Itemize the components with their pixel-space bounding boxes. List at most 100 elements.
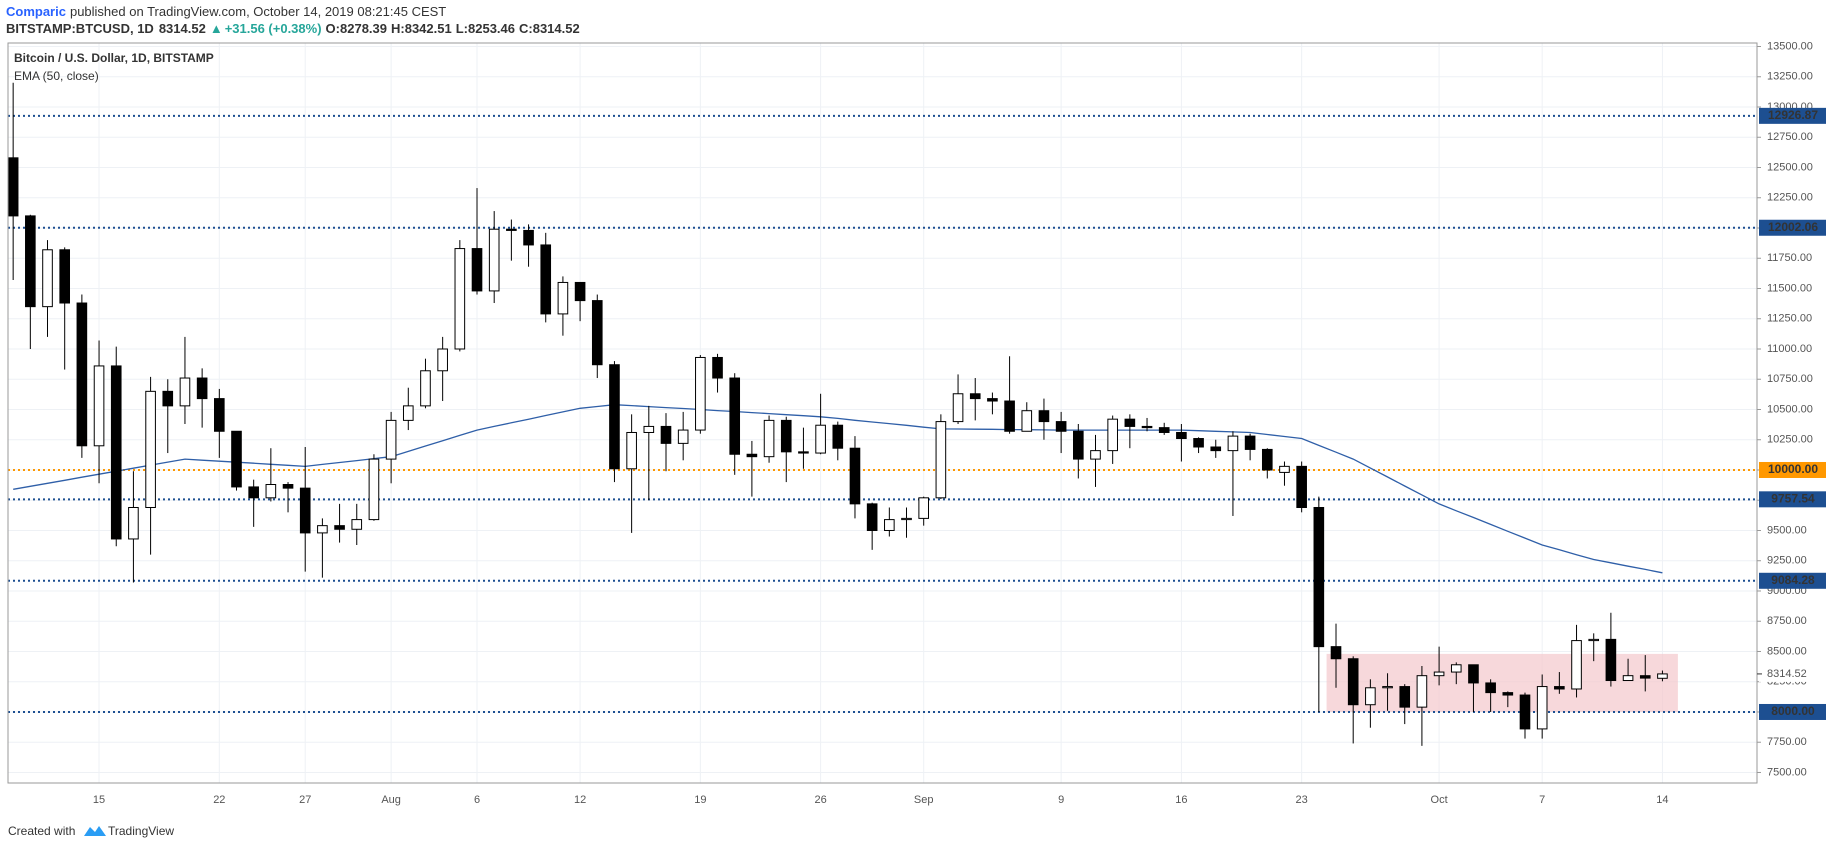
candle-body [677,429,689,444]
x-tick-label: 27 [299,794,311,806]
candle-body [523,229,534,246]
level-box [1759,219,1826,236]
candle-body [231,430,242,488]
candle-body [1279,465,1290,473]
x-tick-label: 19 [694,794,706,806]
candle-body [1588,638,1600,642]
logo[interactable]: TradingView [84,824,174,838]
ohlc-value: 8342.51 [405,21,452,36]
candle-body [591,300,603,366]
legend-main: Bitcoin / U.S. Dollar, 1D, BITSTAMP [14,51,214,65]
candle-body [780,419,792,453]
ohlc-prefix: C: [519,21,533,36]
candle-body [1536,686,1548,730]
candle-body [1193,438,1204,448]
candle-body [849,447,861,505]
candle-body [7,157,19,217]
candle-body [1021,410,1033,432]
candle-body [1158,427,1170,433]
candle-body [1519,694,1531,730]
candle-body [368,458,380,521]
x-tick-label: Oct [1431,794,1448,806]
ema-line [13,404,1663,574]
candle-body [987,398,998,402]
level-label: 10000.00 [1768,462,1818,476]
candle-body [1124,418,1136,427]
change: +31.56 (+0.38%) [225,21,322,36]
candle-body [643,425,655,433]
candle-body [1210,446,1222,452]
x-tick-label: 15 [93,794,105,806]
candle-body [402,405,414,421]
level-box [1759,491,1826,508]
candle-body [59,249,71,304]
candle-body [695,356,706,431]
footer-brand[interactable]: TradingView [108,824,174,838]
candle-body [454,248,466,350]
y-tick-label: 10250.00 [1767,434,1813,446]
candle-body [1622,675,1634,682]
symbol-line: BITSTAMP:BTCUSD, 1D 8314.52 ▲ +31.56 (+0.38… [6,21,580,36]
y-tick-label: 11750.00 [1767,252,1812,264]
y-tick-label: 12750.00 [1767,131,1813,143]
candle-body [574,281,586,302]
x-tick-label: 14 [1656,794,1668,806]
y-tick-label: 9250.00 [1767,555,1807,567]
logo-icon [84,826,106,836]
candle-body [110,365,122,540]
plot [7,43,1757,783]
candle-body [763,419,775,458]
plot-frame [7,42,1758,784]
author[interactable]: Comparic [6,4,66,19]
candle-body [1296,465,1307,508]
candle-body [626,431,637,470]
ohlc-prefix: O: [326,21,340,36]
candle-body [1244,435,1256,450]
y-tick-label: 9500.00 [1767,524,1807,536]
x-tick-label: 9 [1058,794,1064,806]
candle-body [866,503,878,531]
candle-body [1055,421,1067,432]
candle-body [557,281,569,315]
candle-body [1330,646,1342,660]
x-tick-label: Sep [914,794,934,806]
candle-body [746,453,758,458]
candle-body [282,484,294,489]
candle-body [1605,638,1617,682]
candle-body [935,421,947,499]
x-tick-label: 16 [1175,794,1187,806]
last-price: 8314.52 [159,21,206,36]
candle-body [1365,687,1376,706]
x-tick-label: 22 [213,794,225,806]
price-box [1759,665,1826,682]
candle-body [385,419,397,460]
candle-body [506,228,517,231]
ohlc-value: 8253.46 [468,21,515,36]
footer-created: Created with [8,824,75,838]
y-tick-label: 7750.00 [1767,736,1807,748]
candle-body [884,519,895,531]
level-label: 9757.54 [1771,491,1815,505]
level-label: 8000.00 [1771,704,1815,718]
candle-body [1004,400,1015,432]
y-tick-label: 11500.00 [1767,282,1812,294]
candle-body [179,377,191,407]
candle-body [1502,692,1514,696]
candle-body [145,390,156,508]
candle-body [1639,675,1651,679]
y-tick-label: 11250.00 [1767,313,1812,325]
y-tick-label: 12500.00 [1767,161,1813,173]
candle-body [299,487,311,534]
zone [1326,653,1678,712]
candle-body [317,525,328,534]
arrow: ▲ [210,21,223,36]
x-tick-label: 26 [814,794,826,806]
ohlc-prefix: L: [456,21,468,36]
x-tick-label: Aug [381,794,401,806]
candle-body [1347,658,1359,706]
candle-body [1073,430,1084,460]
candle-body [1657,673,1668,679]
candle-body [1313,506,1325,648]
candle-body [1141,425,1153,429]
